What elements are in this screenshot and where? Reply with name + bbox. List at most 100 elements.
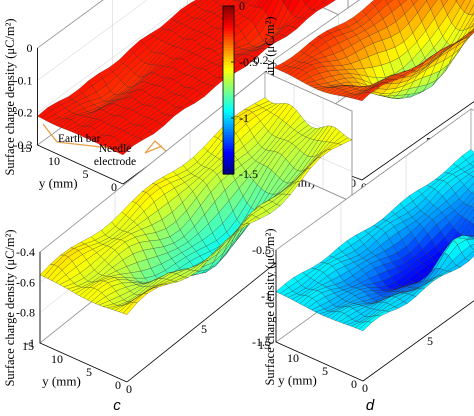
colorbar-step (223, 73, 234, 77)
surface-patch (465, 28, 474, 36)
surface-patch (466, 197, 474, 207)
panel-letter: c (113, 397, 121, 414)
surface-patch (321, 0, 328, 3)
colorbar-step (223, 50, 234, 55)
colorbar-step (223, 25, 234, 29)
colorbar-step (223, 20, 234, 24)
y-tick-label: 0 (115, 378, 121, 392)
colorbar-step (223, 56, 234, 60)
colorbar-step (223, 109, 234, 113)
colorbar-step (223, 62, 234, 66)
surface-patch (468, 4, 474, 16)
colorbar-step (223, 115, 234, 119)
surface (273, 0, 474, 102)
colorbar-step (223, 45, 234, 49)
surface-patch (456, 0, 465, 8)
z-tick-label: -0.6 (16, 275, 35, 289)
surface-patch (467, 18, 474, 30)
colorbar-step (223, 8, 234, 13)
surface-patch (468, 170, 474, 177)
surface-patch (465, 208, 474, 223)
z-tick-label: -0.2 (14, 106, 33, 120)
z-tick-label: -0.5 (252, 243, 271, 257)
colorbar-step (223, 129, 234, 133)
z-tick-label: -0.8 (16, 306, 35, 320)
colorbar-step (223, 101, 234, 105)
y-axis-line (275, 341, 364, 382)
z-tick-label: -0.2 (250, 53, 269, 67)
axes (275, 250, 474, 382)
surface-patch (473, 30, 474, 32)
y-tick-label: 15 (258, 338, 270, 352)
colorbar-step (223, 162, 234, 167)
x-axis-line (362, 300, 474, 382)
colorbar-step (223, 42, 234, 46)
colorbar-step (223, 78, 234, 83)
panel-a: 0510150510150-0.1-0.2-0.3x (mm)y (mm)Sur… (3, 0, 356, 210)
surface-patch (234, 0, 241, 2)
colorbar-step (223, 28, 234, 32)
annotation-needle: Needle (99, 143, 132, 155)
surface-patch (464, 0, 474, 15)
x-tick-label: 5 (427, 334, 433, 348)
surface-patch (468, 230, 474, 237)
colorbar-step (223, 151, 234, 155)
z-tick-label: -1 (25, 336, 35, 350)
y-tick-label: 0 (111, 180, 117, 194)
surface-patch (245, 0, 257, 6)
surface-patch (281, 0, 286, 4)
surface (37, 0, 336, 156)
surface-patch (253, 0, 264, 8)
surface-patch (384, 0, 394, 5)
colorbar-step (223, 106, 234, 111)
colorbar-step (223, 120, 234, 125)
x-axis-line (361, 101, 474, 181)
surface-patch (466, 238, 474, 247)
z-axis-label: Surface charge density (μC/m²) (263, 228, 277, 385)
surface-patch (469, 28, 474, 34)
surface-patch (212, 0, 221, 3)
colorbar-step (223, 81, 234, 85)
colorbar-step (223, 157, 234, 161)
y-tick-label: 0 (351, 377, 357, 391)
colorbar-step (223, 112, 234, 116)
colorbar-step (223, 154, 234, 158)
z-tick-label: -1.5 (252, 335, 271, 349)
surface-patch (470, 243, 474, 251)
surface-patch (249, 0, 260, 8)
z-tick-label: -0.4 (16, 245, 35, 259)
panel-letter: d (366, 397, 375, 414)
annotation-earth-bar: Earth bar (58, 133, 101, 145)
colorbar-step (223, 134, 234, 139)
surface-patch (470, 202, 474, 208)
surface-patch (337, 137, 353, 145)
y-tick-label: 10 (48, 154, 60, 168)
y-axis-line (37, 144, 124, 185)
y-tick-label: 0 (350, 176, 356, 190)
surface-patch (471, 236, 474, 239)
colorbar-step (223, 31, 234, 35)
surface-patch (302, 0, 310, 6)
x-tick-label: 0 (362, 381, 368, 395)
colorbar-step (223, 70, 234, 74)
colorbar-step (223, 165, 234, 169)
colorbar-step (223, 87, 234, 91)
colorbar-step (223, 17, 234, 21)
z-tick-label: -0.1 (14, 73, 33, 87)
colorbar-step (223, 53, 234, 57)
surface-patch (469, 216, 474, 225)
colorbar-step (223, 90, 234, 94)
surface-patch (465, 250, 474, 261)
earth-bar-marker (42, 123, 111, 149)
y-tick-label: 15 (20, 141, 32, 155)
colorbar-step (223, 84, 234, 88)
surface-patch (261, 0, 273, 13)
colorbar-step (223, 146, 234, 150)
y-tick-label: 5 (83, 167, 89, 181)
y-tick-label: 10 (51, 352, 63, 366)
surface-patch (465, 153, 474, 165)
surface-patch (471, 22, 474, 28)
surface-patch (440, 0, 449, 7)
colorbar-step (223, 11, 234, 15)
